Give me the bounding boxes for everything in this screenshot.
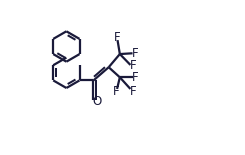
Text: F: F bbox=[130, 85, 137, 98]
Text: F: F bbox=[132, 47, 139, 60]
Text: F: F bbox=[113, 85, 120, 98]
Text: F: F bbox=[132, 71, 139, 84]
Text: F: F bbox=[114, 31, 121, 44]
Text: O: O bbox=[92, 95, 101, 108]
Text: F: F bbox=[130, 59, 137, 72]
